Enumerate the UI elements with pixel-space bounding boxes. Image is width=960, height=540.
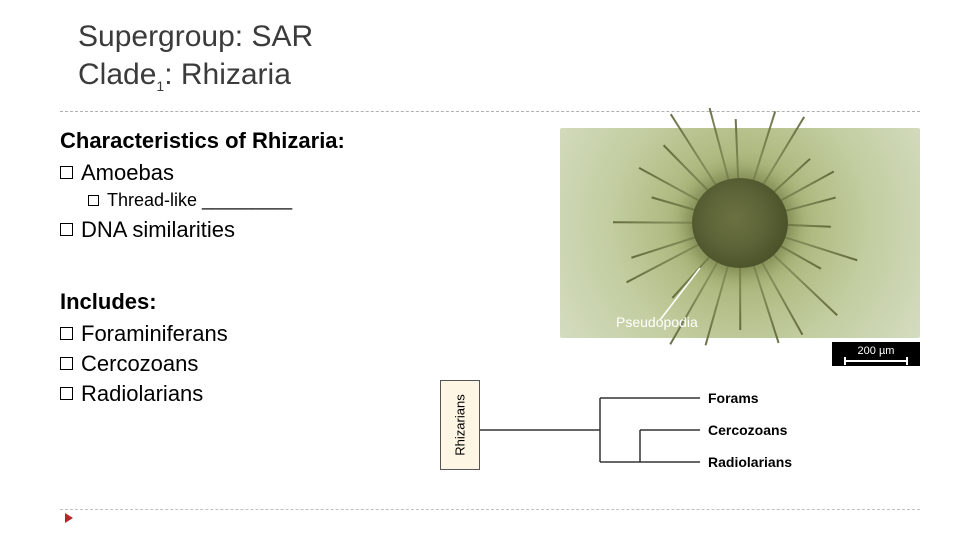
checkbox-icon [60,223,73,236]
footer-divider [60,509,920,510]
cladogram-tree-icon [480,370,740,490]
title-clade-word: Clade [78,58,156,91]
micrograph-figure: Pseudopodia 200 µm [560,128,920,338]
bullet-dna-label: DNA similarities [81,217,235,243]
bullet-cercozoans-label: Cercozoans [81,351,198,377]
checkbox-icon [60,357,73,370]
checkbox-icon [60,166,73,179]
cladogram: Rhizarians Forams Cercozoans Radiolarian… [400,350,880,490]
leaf-forams: Forams [708,390,759,406]
checkbox-icon [60,327,73,340]
slide-title: Supergroup: SAR Clade1: Rhizaria [60,18,920,105]
pseudopodia-label: Pseudopodia [616,314,698,330]
bullet-radiolarians-label: Radiolarians [81,381,203,407]
title-divider [60,111,920,112]
characteristics-heading: Characteristics of Rhizaria: [60,128,500,154]
cladogram-root-label: Rhizarians [453,394,468,455]
leaf-radiolarians: Radiolarians [708,454,792,470]
callout-line-icon [560,128,920,338]
bullet-threadlike: Thread-like _________ [88,190,500,211]
checkbox-icon [60,387,73,400]
leaf-cercozoans: Cercozoans [708,422,787,438]
bullet-amoebas: Amoebas [60,160,500,186]
bullet-forams: Foraminiferans [60,321,500,347]
spacer [60,247,500,289]
includes-heading: Includes: [60,289,500,315]
checkbox-icon [88,195,99,206]
footer-marker-icon [65,513,73,523]
title-line-2: Clade1: Rhizaria [78,56,920,96]
bullet-dna: DNA similarities [60,217,500,243]
bullet-threadlike-label: Thread-like _________ [107,190,292,211]
cladogram-root-box: Rhizarians [440,380,480,470]
slide: Supergroup: SAR Clade1: Rhizaria Charact… [0,0,960,540]
title-rhizaria: : Rhizaria [164,58,291,91]
bullet-forams-label: Foraminiferans [81,321,228,347]
bullet-amoebas-label: Amoebas [81,160,174,186]
title-line-1: Supergroup: SAR [78,18,920,56]
